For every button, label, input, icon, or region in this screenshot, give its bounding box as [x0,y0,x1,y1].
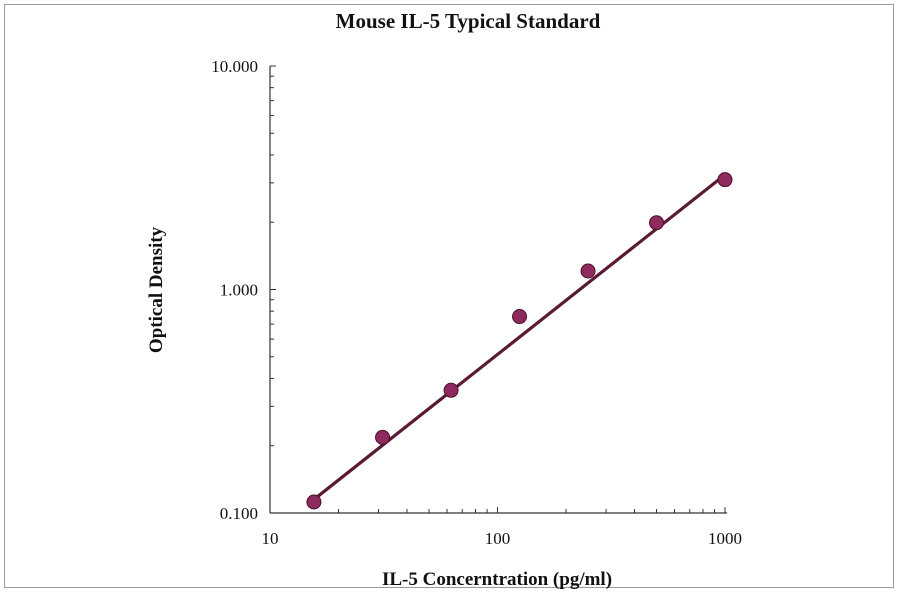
y-tick-label: 0.100 [220,504,258,523]
data-point [306,494,322,510]
chart-border [4,4,894,588]
y-axis-label: Optical Density [146,226,167,353]
y-tick-label: 10.000 [211,57,258,76]
x-tick-label: 1000 [708,529,742,548]
data-point [717,172,733,188]
x-tick-label: 10 [262,529,279,548]
data-point [649,215,665,231]
data-point [375,429,391,445]
chart-title: Mouse IL-5 Typical Standard [336,9,601,33]
data-point [512,309,528,325]
x-tick-label: 100 [485,529,511,548]
data-point [580,263,596,279]
y-tick-label: 1.000 [220,281,258,300]
data-point [443,382,459,398]
x-axis-label: IL-5 Concerntration (pg/ml) [382,569,612,590]
